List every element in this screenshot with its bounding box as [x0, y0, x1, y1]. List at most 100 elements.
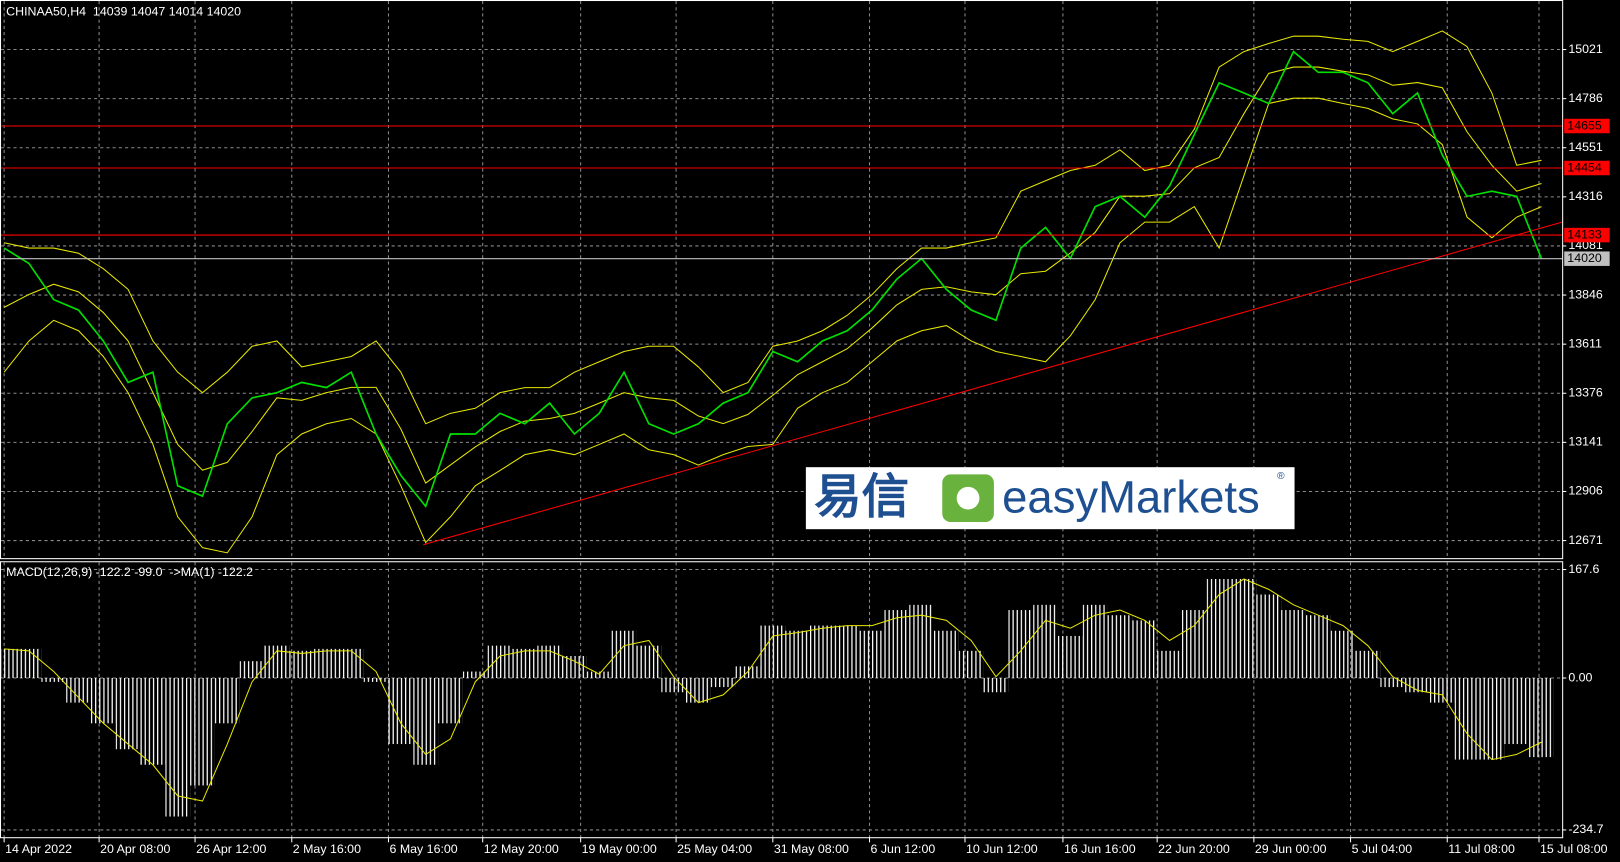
macd-bar	[363, 678, 389, 682]
price-level-label: 14454	[1567, 160, 1602, 174]
macd-bar	[190, 678, 215, 786]
macd-bar	[512, 648, 538, 679]
macd-bar	[1529, 678, 1554, 758]
macd-bar	[686, 678, 711, 703]
x-tick-label: 31 May 08:00	[774, 842, 849, 856]
price-level-label: 14020	[1567, 251, 1602, 265]
macd-bar	[785, 630, 810, 679]
macd-bar	[1504, 678, 1530, 745]
macd-bar	[338, 648, 364, 679]
macd-bar	[438, 678, 463, 724]
x-tick-label: 22 Jun 20:00	[1158, 842, 1230, 856]
macd-bar	[1033, 604, 1058, 679]
macd-bar	[1330, 630, 1356, 679]
macd-bar	[636, 645, 662, 679]
macd-bar	[214, 678, 240, 724]
x-tick-label: 6 Jun 12:00	[871, 842, 936, 856]
x-tick-label: 10 Jun 12:00	[966, 842, 1038, 856]
x-tick-label: 14 Apr 2022	[5, 842, 72, 856]
macd-bar	[1479, 678, 1505, 760]
macd-bar	[239, 661, 265, 679]
x-tick-label: 19 May 00:00	[582, 842, 657, 856]
y-tick-label: 167.6	[1568, 562, 1599, 576]
macd-bar	[66, 678, 91, 703]
macd-bar	[462, 671, 488, 679]
x-tick-label: 12 May 20:00	[484, 842, 559, 856]
macd-bar	[1429, 678, 1455, 703]
macd-bar	[1157, 650, 1182, 679]
price-panel-border	[0, 0, 1564, 560]
macd-bar	[1206, 578, 1232, 679]
macd-bar	[1231, 578, 1257, 679]
x-tick-label: 20 Apr 08:00	[100, 842, 170, 856]
price-title: CHINAA50,H4 14039 14047 14014 14020	[6, 5, 241, 19]
price-level-label: 14133	[1567, 227, 1602, 241]
y-tick-label: 14551	[1568, 140, 1603, 154]
x-tick-label: 16 Jun 16:00	[1064, 842, 1136, 856]
macd-bar	[90, 678, 116, 724]
x-tick-label: 2 May 16:00	[293, 842, 361, 856]
macd-bar	[562, 656, 587, 679]
x-tick-label: 11 Jul 08:00	[1448, 842, 1515, 856]
macd-bar	[1454, 678, 1480, 760]
logo-cn: 易信	[814, 471, 909, 524]
macd-bar	[1256, 594, 1282, 679]
signal-line	[4, 578, 1542, 802]
y-tick-label: 14786	[1568, 91, 1603, 105]
macd-bar	[165, 678, 191, 817]
macd-bar	[1057, 635, 1083, 679]
macd-bar	[710, 678, 736, 688]
price-level-label-box	[1564, 251, 1610, 266]
y-tick-label: 13611	[1568, 336, 1602, 350]
macd-bar	[884, 610, 910, 679]
logo-brand: easyMarkets	[1002, 471, 1260, 522]
macd-bar	[1008, 610, 1034, 679]
macd-bar	[0, 648, 17, 679]
y-tick-label: 0.00	[1568, 670, 1592, 684]
macd-bar	[1107, 615, 1133, 679]
x-tick-label: 5 Jul 04:00	[1352, 842, 1413, 856]
bollinger-band	[4, 30, 1542, 425]
y-tick-label: 13141	[1568, 435, 1603, 449]
macd-bar	[661, 678, 687, 693]
x-tick-label: 6 May 16:00	[390, 842, 458, 856]
macd-panel-border	[0, 561, 1564, 839]
macd-bar	[958, 650, 984, 679]
macd-bar	[1181, 610, 1207, 679]
y-tick-label: 12671	[1568, 533, 1603, 547]
price-level-label-box	[1564, 227, 1610, 243]
macd-bar	[1281, 610, 1306, 679]
y-tick-label: 14316	[1568, 189, 1603, 203]
y-tick-label: 12906	[1568, 484, 1603, 498]
y-tick-label: 13846	[1568, 287, 1603, 301]
macd-bar	[1355, 650, 1381, 679]
logo: 易信 easyMarkets ®	[805, 467, 1295, 530]
macd-bar	[586, 671, 612, 679]
trendline	[423, 221, 1563, 546]
macd-bar	[487, 645, 513, 679]
price-line	[3, 50, 1543, 509]
macd-bar	[760, 625, 786, 679]
macd-bar	[933, 630, 959, 679]
macd-bar	[834, 625, 860, 679]
macd-bar	[140, 678, 166, 765]
macd-bar	[810, 625, 835, 679]
macd-title: MACD(12,26,9) -122.2 -99.0 ->MA(1) -122.…	[6, 565, 253, 579]
macd-bar	[1132, 620, 1158, 679]
macd-bar	[1405, 678, 1430, 693]
macd-bar	[289, 650, 315, 679]
x-tick-label: 15 Jul 08:00	[1540, 842, 1608, 856]
x-tick-label: 29 Jun 00:00	[1255, 842, 1327, 856]
macd-bar	[1082, 604, 1108, 679]
logo-registered: ®	[1277, 471, 1285, 482]
macd-bar	[314, 648, 339, 679]
y-tick-label: -234.7	[1568, 822, 1603, 836]
macd-bar	[1380, 678, 1406, 688]
price-level-label: 14655	[1567, 118, 1602, 132]
macd-bar	[16, 648, 42, 679]
bollinger-band	[3, 97, 1542, 554]
y-tick-label: 15021	[1568, 42, 1603, 56]
